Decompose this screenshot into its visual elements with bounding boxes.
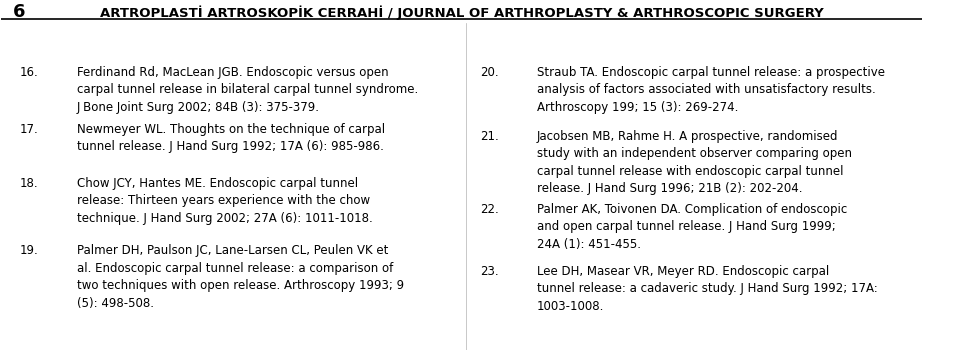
Text: Chow JCY, Hantes ME. Endoscopic carpal tunnel
release: Thirteen years experience: Chow JCY, Hantes ME. Endoscopic carpal t…: [77, 177, 372, 225]
Text: Newmeyer WL. Thoughts on the technique of carpal
tunnel release. J Hand Surg 199: Newmeyer WL. Thoughts on the technique o…: [77, 123, 385, 153]
Text: Jacobsen MB, Rahme H. A prospective, randomised
study with an independent observ: Jacobsen MB, Rahme H. A prospective, ran…: [537, 130, 852, 196]
Text: 22.: 22.: [480, 203, 498, 216]
Text: 16.: 16.: [20, 66, 38, 79]
Text: 17.: 17.: [20, 123, 38, 136]
Text: 20.: 20.: [480, 66, 498, 79]
Text: Ferdinand Rd, MacLean JGB. Endoscopic versus open
carpal tunnel release in bilat: Ferdinand Rd, MacLean JGB. Endoscopic ve…: [77, 66, 419, 114]
Text: Palmer AK, Toivonen DA. Complication of endoscopic
and open carpal tunnel releas: Palmer AK, Toivonen DA. Complication of …: [537, 203, 848, 251]
Text: Lee DH, Masear VR, Meyer RD. Endoscopic carpal
tunnel release: a cadaveric study: Lee DH, Masear VR, Meyer RD. Endoscopic …: [537, 265, 877, 313]
Text: 18.: 18.: [20, 177, 38, 190]
Text: Palmer DH, Paulson JC, Lane-Larsen CL, Peulen VK et
al. Endoscopic carpal tunnel: Palmer DH, Paulson JC, Lane-Larsen CL, P…: [77, 244, 404, 310]
Text: Straub TA. Endoscopic carpal tunnel release: a prospective
analysis of factors a: Straub TA. Endoscopic carpal tunnel rele…: [537, 66, 885, 114]
Text: ARTROPLASTİ ARTROSKOPİK CERRAHİ / JOURNAL OF ARTHROPLASTY & ARTHROSCOPIC SURGERY: ARTROPLASTİ ARTROSKOPİK CERRAHİ / JOURNA…: [100, 5, 824, 20]
Text: 6: 6: [12, 3, 25, 21]
Text: 23.: 23.: [480, 265, 498, 278]
Text: 19.: 19.: [20, 244, 38, 257]
Text: 21.: 21.: [480, 130, 498, 143]
